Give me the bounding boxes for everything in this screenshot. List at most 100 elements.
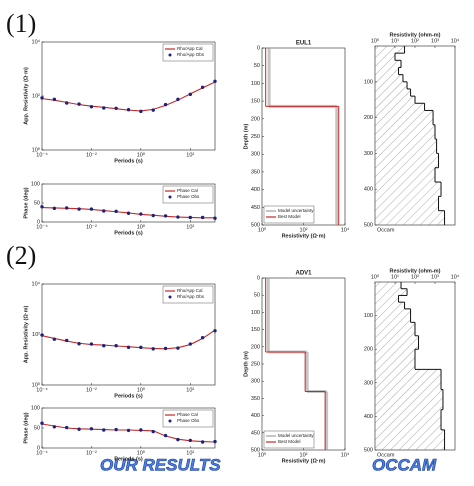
legend-label: Occam [377,452,395,458]
legend-label: Model uncertainty [278,208,314,213]
x-tick-label: 10¹ [391,274,399,280]
data-point [126,108,131,112]
data-point [200,335,205,340]
data-point [102,428,106,432]
data-point [52,337,57,341]
x-tick-label: 10⁻⁴ [36,223,48,230]
data-point [176,346,180,350]
y-tick-label: 10² [32,332,40,338]
data-point [114,427,118,432]
data-point [151,429,155,434]
legend-label: Rho/App Cal [177,288,203,293]
data-point [65,425,69,430]
data-point [52,425,57,429]
data-point [89,207,94,211]
data-point [139,428,143,432]
y-tick-label: 300 [364,380,373,386]
data-point [102,344,106,348]
plot-frame [261,47,346,226]
data-point [163,433,168,438]
banner-text: OCCAM [372,455,437,474]
y-tick-label: 350 [251,169,260,175]
data-point [139,109,143,114]
legend-label: Rho/App Cal [177,46,203,51]
x-tick-label: 10⁻² [86,450,97,456]
y-tick-label: 100 [251,310,260,316]
data-point [89,342,94,346]
data-point [65,338,69,343]
y-axis-label: Depth (m) [243,124,249,150]
y-tick-label: 50 [254,293,260,299]
legend-label: Best Model [278,439,301,444]
x-axis-label: Resistivity (Ω·m) [282,233,326,239]
data-point [77,102,81,106]
y-tick-label: 450 [251,205,260,211]
x-axis-label: Resistivity (ohm-m) [389,32,440,38]
data-point [77,342,81,346]
x-tick-label: 10⁰ [258,226,267,233]
x-tick-label: 10² [411,274,419,280]
data-point [188,215,192,220]
x-tick-label: 10⁰ [137,223,146,230]
y-tick-label: 0 [37,445,40,451]
x-axis-label: Periods (s) [114,158,143,164]
x-tick-label: 10² [411,38,419,44]
x-axis-label: Resistivity (Ω·m) [282,458,326,464]
y-tick-label: 500 [364,222,373,228]
x-tick-label: 10⁻² [86,224,97,230]
legend-label: Rho/App Obs [177,52,205,57]
data-point [213,216,217,220]
data-point [114,344,118,348]
x-tick-label: 10⁻⁴ [36,386,48,393]
y-axis-label: App. Resistivity (Ω·m) [23,306,29,364]
data-point [151,213,155,218]
data-point [200,85,205,90]
data-point [151,108,155,112]
y-tick-label: 450 [251,430,260,436]
legend-label: Phase Obs [177,194,200,199]
y-tick-label: 50 [34,425,40,431]
data-point [65,101,69,105]
data-point [40,333,44,337]
y-tick-label: 300 [364,151,373,157]
y-tick-label: 0 [257,275,260,281]
y-tick-label: 10⁴ [32,280,41,287]
data-point [176,215,180,219]
legend-label: Model uncertainty [278,433,314,438]
x-tick-label: 10² [300,227,308,233]
legend-swatch [168,195,172,199]
data-point [77,427,81,431]
hatch-area [375,46,445,225]
x-tick-label: 10² [300,452,308,458]
data-point [139,212,143,216]
y-tick-label: 400 [251,413,260,419]
data-point [163,214,168,218]
banner-text: OUR RESULTS [100,455,221,474]
data-point [163,346,168,351]
x-tick-label: 10⁰ [371,37,380,44]
y-tick-label: 50 [254,63,260,69]
legend-box [162,43,214,62]
legend-label: Phase Obs [177,418,200,423]
legend-box [263,205,315,224]
x-tick-label: 10² [186,224,194,230]
x-axis-label: Periods (s) [114,230,143,236]
x-tick-label: 10⁻² [86,152,97,158]
x-tick-label: 10⁴ [341,451,350,458]
data-point [77,207,81,211]
x-tick-label: 10² [186,450,194,456]
data-point [102,209,106,213]
data-point [89,427,94,431]
data-point [126,211,131,215]
data-point [163,102,168,107]
y-tick-label: 200 [251,344,260,350]
data-point [176,437,180,442]
x-tick-label: 10⁴ [451,37,460,44]
y-tick-label: 100 [364,79,373,85]
data-point [200,215,205,220]
y-tick-label: 300 [251,152,260,158]
data-point [52,97,57,102]
x-tick-label: 10⁰ [137,151,146,158]
legend-box [162,285,214,304]
